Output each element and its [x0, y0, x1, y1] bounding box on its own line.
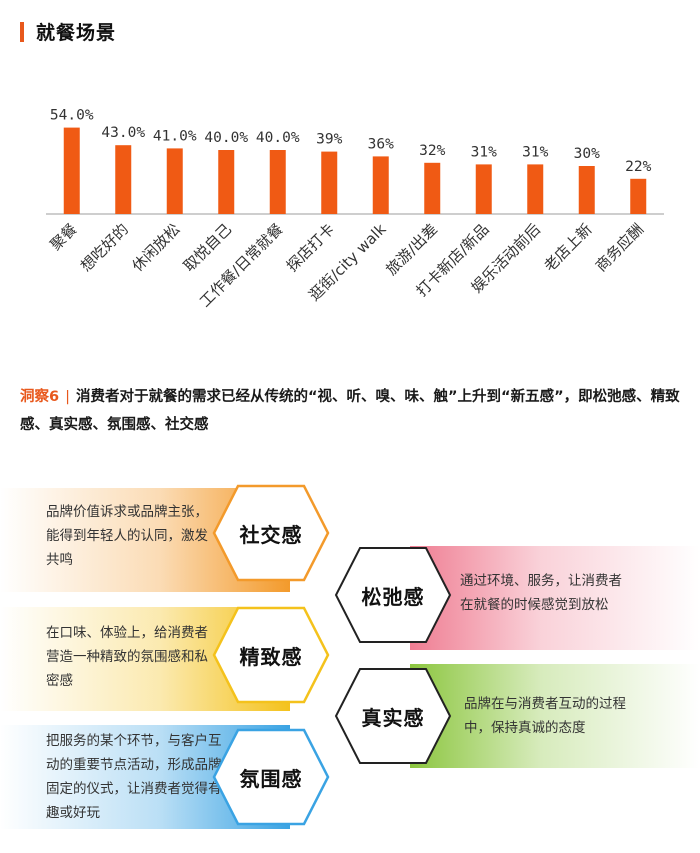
bar — [269, 150, 286, 214]
data-label: 31% — [522, 144, 548, 160]
relax-label: 松弛感 — [361, 584, 425, 609]
bar — [63, 127, 80, 214]
bar — [372, 156, 389, 214]
bar — [630, 178, 647, 214]
section-title-text: 就餐场景 — [36, 22, 117, 44]
insight-text: 洞察6 | 消费者对于就餐的需求已经从传统的“视、听、嗅、味、触”上升到“新五感”，… — [20, 383, 685, 439]
panel-real: 品牌在与消费者互动的过程中，保持真诚的态度 — [410, 664, 700, 768]
bar-chart: 54.0%聚餐43.0%想吃好的41.0%休闲放松40.0%取悦自己40.0%工… — [46, 108, 664, 311]
data-label: 32% — [419, 143, 445, 159]
bar — [424, 162, 441, 214]
x-tick-label: 老店上新 — [540, 220, 595, 275]
data-label: 30% — [574, 146, 600, 162]
data-label: 22% — [625, 159, 651, 175]
bar — [218, 150, 235, 214]
data-label: 39% — [316, 132, 342, 148]
data-label: 40.0% — [256, 130, 300, 146]
x-tick-label: 想吃好的 — [77, 220, 132, 275]
refined-label: 精致感 — [239, 644, 303, 669]
section-title: 就餐场景 — [20, 18, 116, 45]
ambience-label: 氛围感 — [239, 766, 303, 791]
hex-social: 社交感 — [212, 484, 330, 582]
social-label: 社交感 — [239, 522, 303, 547]
panel-relax: 通过环境、服务，让消费者在就餐的时候感觉到放松 — [410, 546, 700, 650]
hex-ambience: 氛围感 — [212, 728, 330, 826]
real-desc: 品牌在与消费者互动的过程中，保持真诚的态度 — [464, 696, 626, 736]
title-accent-bar — [20, 21, 24, 42]
hex-relax: 松弛感 — [334, 546, 452, 644]
relax-desc: 通过环境、服务，让消费者在就餐的时候感觉到放松 — [460, 573, 622, 613]
bar — [578, 166, 595, 214]
insight-tag: 洞察6 — [20, 389, 60, 405]
data-label: 36% — [368, 136, 394, 152]
data-label: 40.0% — [204, 130, 248, 146]
refined-desc: 在口味、体验上，给消费者营造一种精致的氛围感和私密感 — [46, 625, 208, 689]
ambience-desc: 把服务的某个环节，与客户互动的重要节点活动，形成品牌固定的仪式，让消费者觉得有趣… — [46, 733, 222, 821]
real-label: 真实感 — [361, 705, 425, 730]
bar — [115, 145, 132, 214]
hex-real: 真实感 — [334, 667, 452, 765]
insight-separator: | — [65, 389, 70, 405]
bar — [166, 148, 183, 214]
insight-body: 消费者对于就餐的需求已经从传统的“视、听、嗅、味、触”上升到“新五感”，即松弛感… — [20, 389, 680, 433]
bar — [321, 151, 338, 214]
data-label: 31% — [471, 144, 497, 160]
hex-refined: 精致感 — [212, 606, 330, 704]
x-tick-label: 商务应酬 — [592, 220, 647, 275]
bar — [527, 164, 544, 214]
data-label: 41.0% — [153, 128, 197, 144]
data-label: 54.0% — [50, 108, 94, 124]
social-desc: 品牌价值诉求或品牌主张，能得到年轻人的认同，激发共鸣 — [46, 504, 208, 568]
x-tick-label: 聚餐 — [47, 220, 81, 254]
bar — [475, 164, 492, 214]
x-tick-label: 休闲放松 — [128, 220, 183, 275]
data-label: 43.0% — [101, 125, 145, 141]
